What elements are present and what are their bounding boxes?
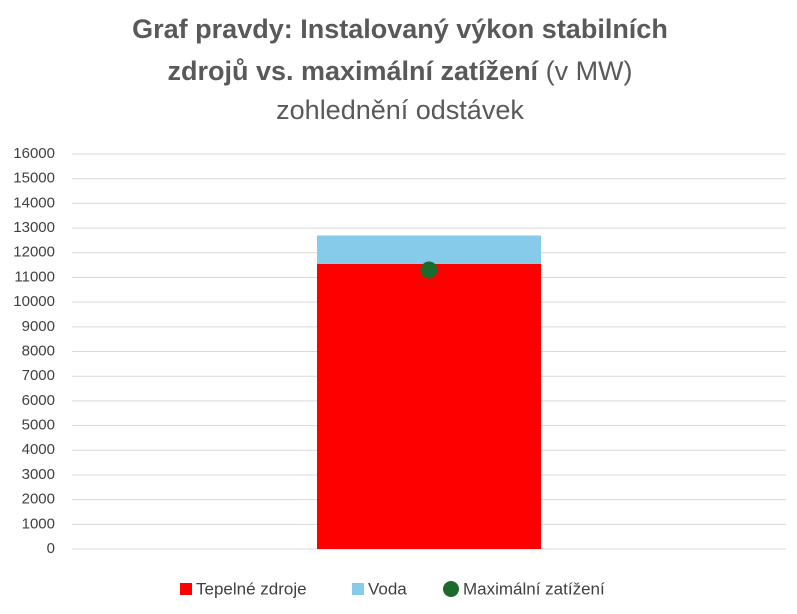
- chart-title: zdrojů vs. maximální zatížení: [167, 56, 539, 86]
- legend-swatch: [352, 583, 364, 595]
- legend-label: Maximální zatížení: [463, 579, 605, 598]
- legend-label: Voda: [368, 579, 407, 598]
- y-tick-label: 5000: [22, 417, 55, 434]
- point-marker: [420, 261, 438, 279]
- chart-title-line: zdrojů vs. maximální zatížení (v MW): [167, 56, 632, 86]
- y-tick-label: 3000: [22, 466, 55, 483]
- y-tick-label: 13000: [13, 219, 55, 236]
- chart-title: Graf pravdy: Instalovaný výkon stabilníc…: [132, 14, 668, 44]
- title-suffix: (v MW): [546, 56, 633, 86]
- y-tick-label: 1000: [22, 515, 55, 532]
- y-tick-label: 10000: [13, 293, 55, 310]
- y-tick-label: 6000: [22, 392, 55, 409]
- y-tick-label: 7000: [22, 367, 55, 384]
- y-tick-label: 15000: [13, 170, 55, 187]
- chart-subtitle: zohlednění odstávek: [276, 95, 524, 125]
- legend-label: Tepelné zdroje: [196, 579, 307, 598]
- y-tick-label: 9000: [22, 318, 55, 335]
- legend-swatch: [443, 581, 459, 597]
- y-tick-label: 4000: [22, 441, 55, 458]
- y-tick-label: 2000: [22, 491, 55, 508]
- legend-swatch: [180, 583, 192, 595]
- y-tick-label: 11000: [14, 268, 55, 285]
- bar-segment: [317, 263, 541, 549]
- y-tick-label: 12000: [13, 244, 55, 261]
- bar-segment: [317, 235, 541, 264]
- y-tick-label: 14000: [13, 194, 55, 211]
- y-tick-label: 8000: [22, 342, 55, 359]
- y-tick-label: 16000: [13, 145, 55, 162]
- y-tick-label: 0: [47, 540, 55, 557]
